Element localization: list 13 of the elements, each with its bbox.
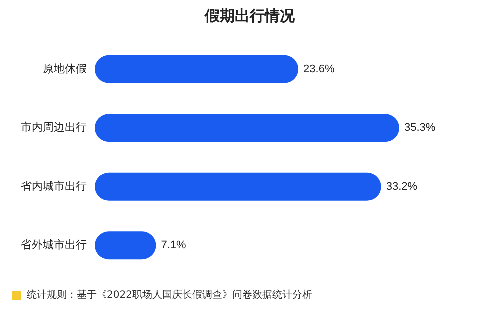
- y-tick-label: 省外城市出行: [21, 238, 87, 252]
- chart-title: 假期出行情况: [204, 8, 296, 25]
- y-tick-label: 市内周边出行: [21, 121, 87, 134]
- y-tick-label: 省内城市出行: [21, 180, 87, 193]
- data-label: 23.6%: [304, 63, 335, 76]
- y-tick-label: 原地休假: [43, 62, 87, 76]
- bar: [95, 55, 299, 84]
- bar: [95, 172, 382, 201]
- bar: [95, 114, 400, 142]
- data-label: 33.2%: [386, 180, 418, 193]
- text: 统计规则：基于《2022职场人国庆长假调查》问卷数据统计分析: [27, 288, 312, 302]
- data-label: 35.3%: [404, 122, 436, 134]
- data-label: 7.1%: [161, 240, 187, 252]
